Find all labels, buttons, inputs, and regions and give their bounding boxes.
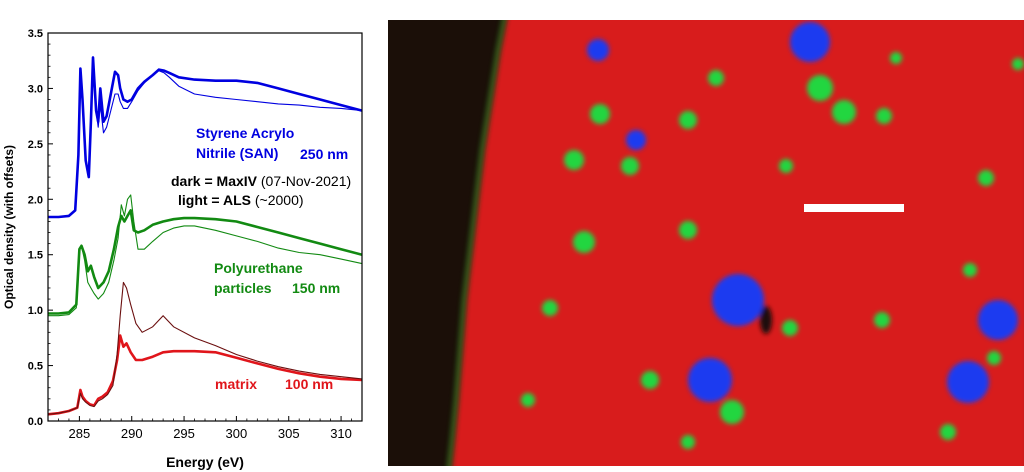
legend-light-bold: light = ALS [178, 192, 251, 208]
x-tick-label: 310 [330, 426, 352, 441]
polyurethane-particle [681, 435, 695, 449]
y-tick-label: 0.0 [28, 416, 43, 428]
scale-bar [804, 204, 904, 212]
y-tick-label: 0.5 [28, 361, 43, 373]
legend-dark: dark = MaxIV (07-Nov-2021) [171, 173, 351, 189]
plot-frame [47, 32, 363, 422]
san-particle [587, 39, 609, 61]
y-axis-label-group: Optical density (with offsets) [2, 145, 16, 309]
polyurethane-particle [890, 52, 902, 64]
x-tick-label: 305 [278, 426, 300, 441]
polyurethane-particle [679, 111, 697, 129]
polyurethane-particle [621, 157, 639, 175]
polyurethane-particle [963, 263, 977, 277]
san-particle [978, 300, 1018, 340]
composite-color-map [388, 20, 1024, 466]
polyurethane-particle [1012, 58, 1024, 70]
series-san-als [48, 60, 363, 218]
legend-light: light = ALS (~2000) [178, 192, 304, 208]
series-layer [47, 56, 363, 416]
matrix-thickness: 100 nm [285, 376, 333, 392]
san-label-line1: Styrene Acrylo [196, 125, 294, 141]
matrix-region [451, 20, 1024, 466]
polyurethane-particle [782, 320, 798, 336]
y-tick-label: 1.5 [28, 250, 43, 262]
san-particle [790, 22, 830, 62]
series-polyurethane-als [48, 194, 363, 317]
x-tick-label: 300 [226, 426, 248, 441]
polyurethane-particle [521, 393, 535, 407]
series-matrix-maxiv [47, 334, 363, 416]
polyurethane-particle [573, 231, 595, 253]
legend-dark-bold: dark = MaxIV [171, 173, 258, 189]
polyurethane-particle [874, 312, 890, 328]
dark-void [760, 306, 772, 334]
series-polyurethane-maxiv [48, 209, 363, 315]
matrix-edge-rim [446, 20, 507, 466]
y-axis-label: Optical density (with offsets) [2, 145, 16, 309]
y-tick-label: 3.0 [28, 83, 43, 95]
san-label-line2: Nitrile (SAN) [196, 145, 278, 161]
san-particle [947, 361, 989, 403]
y-tick-label: 3.5 [28, 28, 43, 40]
x-tick-label: 295 [173, 426, 195, 441]
san-thickness: 250 nm [300, 146, 348, 162]
x-tick-label: 290 [121, 426, 143, 441]
x-tick-label: 285 [69, 426, 91, 441]
polyurethane-particle [679, 221, 697, 239]
polyurethane-particle [720, 400, 744, 424]
ticks-layer: 285 290 295 300 305 310 0.0 0.5 1.0 1.5 2.0 2.5 3.0 3… [28, 28, 363, 441]
polyurethane-particle [564, 150, 584, 170]
legend-light-note: (~2000) [251, 192, 304, 208]
y-tick-label: 1.0 [28, 305, 43, 317]
spectra-chart: Optical density (with offsets) Energy (e… [2, 28, 363, 470]
matrix-label: matrix [215, 376, 257, 392]
annotations: Styrene Acrylo Nitrile (SAN) 250 nm dark… [171, 125, 351, 392]
polyurethane-particle [940, 424, 956, 440]
y-tick-label: 2.5 [28, 139, 43, 151]
polyurethane-particle [641, 371, 659, 389]
san-particle [626, 130, 646, 150]
polyurethane-particle [807, 75, 833, 101]
x-axis-label: Energy (eV) [166, 454, 244, 470]
series-matrix-als [47, 281, 363, 415]
polyurethane-particle [779, 159, 793, 173]
san-particle [688, 358, 732, 402]
polyurethane-particle [708, 70, 724, 86]
polyurethane-particle [978, 170, 994, 186]
pu-label-line1: Polyurethane [214, 260, 303, 276]
y-tick-label: 2.0 [28, 194, 43, 206]
polyurethane-particle [542, 300, 558, 316]
particle-layer [521, 22, 1024, 449]
polyurethane-particle [590, 104, 610, 124]
polyurethane-particle [876, 108, 892, 124]
polyurethane-particle [832, 100, 856, 124]
polyurethane-particle [987, 351, 1001, 365]
legend-dark-note: (07-Nov-2021) [257, 173, 351, 189]
san-particle [712, 274, 764, 326]
pu-thickness: 150 nm [292, 280, 340, 296]
pu-label-line2: particles [214, 280, 272, 296]
